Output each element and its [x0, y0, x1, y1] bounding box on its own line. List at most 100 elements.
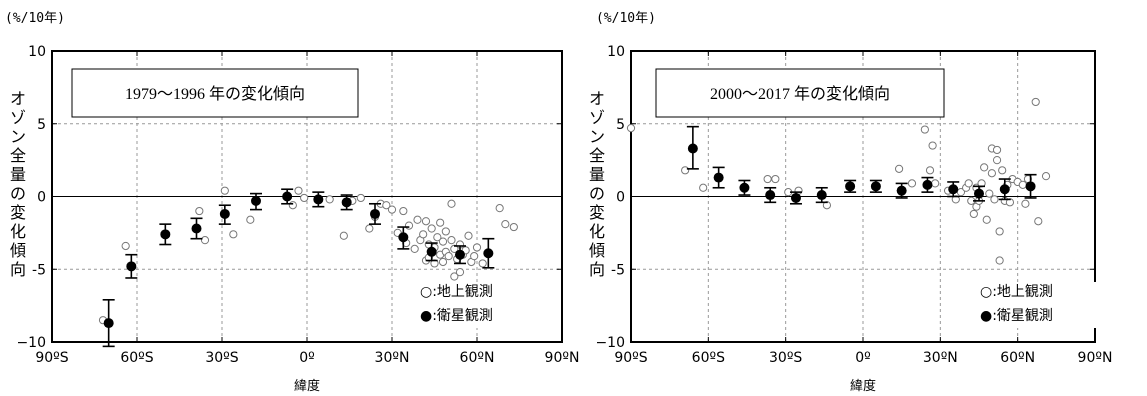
ground-observation-point	[992, 145, 1002, 155]
satellite-observation-point	[999, 184, 1010, 195]
ground-observation-point	[987, 169, 996, 178]
x-axis-label: 緯度	[850, 378, 876, 394]
ground-observation-point	[438, 257, 448, 267]
x-tick-label: 0º	[299, 350, 315, 366]
ground-observation-point	[356, 193, 365, 203]
satellite-observation-point	[341, 197, 352, 208]
ground-observation-point	[339, 231, 348, 240]
ground-observation-point	[920, 125, 929, 134]
ground-observation-point	[509, 222, 518, 232]
satellite-observation-point	[1025, 181, 1036, 192]
satellite-observation-point	[370, 208, 380, 219]
x-tick-label: 30ºN	[375, 350, 410, 366]
legend-ground: ○:地上観測	[980, 283, 1053, 300]
ground-observation-point	[495, 204, 504, 213]
chart-title: 1979～1996 年の変化傾向	[125, 85, 305, 103]
satellite-observation-point	[398, 232, 409, 243]
ground-observation-point	[444, 252, 453, 261]
satellite-observation-point	[713, 172, 724, 183]
legend-background	[974, 282, 1112, 328]
ground-observation-point	[907, 179, 917, 188]
ground-observation-point	[470, 252, 479, 261]
chart-title-box	[655, 68, 945, 118]
ground-observation-point	[928, 141, 937, 150]
ground-observation-point	[925, 166, 935, 175]
ground-observation-point	[931, 179, 940, 188]
y-axis-label: オゾン全量の変化傾向	[10, 89, 26, 279]
ground-observation-point	[681, 166, 690, 175]
ground-observation-point	[229, 230, 238, 239]
y-unit-label: (%/10年)	[5, 11, 65, 26]
satellite-observation-point	[160, 229, 171, 240]
satellite-observation-point	[765, 190, 776, 201]
y-tick-label: -5	[32, 262, 46, 278]
ground-observation-point	[447, 236, 456, 245]
x-tick-label: 60ºS	[692, 350, 725, 366]
x-tick-label: 30ºS	[769, 350, 802, 366]
satellite-observation-point	[687, 143, 698, 154]
satellite-observation-point	[426, 246, 437, 257]
y-axis-label: オゾン全量の変化傾向	[589, 89, 605, 279]
satellite-observation-point	[739, 182, 750, 193]
ground-observation-point	[200, 236, 210, 245]
ground-observation-point	[995, 227, 1004, 236]
ground-observation-point	[763, 174, 772, 184]
y-tick-label: 0	[37, 190, 46, 206]
y-tick-label: 10	[28, 44, 46, 60]
satellite-observation-point	[790, 192, 801, 203]
satellite-observation-point	[948, 184, 959, 195]
satellite-observation-point	[896, 185, 907, 196]
x-tick-label: 30ºS	[205, 350, 238, 366]
ground-observation-point	[956, 188, 966, 197]
ground-observation-point	[964, 179, 973, 188]
ground-observation-point	[220, 186, 229, 195]
ground-observation-point	[455, 268, 465, 277]
satellite-observation-point	[251, 195, 261, 206]
legend-satellite: ●:衛星観測	[980, 307, 1053, 324]
ground-observation-point	[387, 205, 397, 214]
ground-observation-point	[325, 195, 334, 204]
x-tick-label: 90ºS	[614, 350, 647, 366]
satellite-observation-point	[974, 188, 984, 199]
x-tick-label: 90ºS	[35, 350, 68, 366]
ground-observation-point	[410, 244, 419, 253]
ground-observation-point	[980, 163, 989, 172]
satellite-observation-point	[816, 190, 827, 201]
satellite-observation-point	[870, 181, 881, 192]
ground-observation-point	[1018, 180, 1027, 189]
satellite-observation-point	[483, 248, 494, 259]
x-tick-label: 60ºN	[1000, 350, 1035, 366]
ground-observation-point	[982, 215, 991, 224]
ground-observation-point	[985, 189, 994, 198]
ground-observation-point	[413, 215, 422, 224]
x-tick-label: 0º	[855, 350, 871, 366]
satellite-observation-point	[126, 261, 137, 272]
y-tick-label: 5	[37, 117, 46, 133]
ground-observation-point	[478, 259, 487, 268]
satellite-observation-point	[219, 208, 230, 219]
ground-observation-point	[438, 237, 448, 246]
x-tick-label: 90ºN	[1078, 350, 1113, 366]
x-tick-label: 60ºS	[120, 350, 153, 366]
ground-observation-point	[464, 231, 473, 240]
ground-observation-point	[399, 206, 408, 216]
ground-observation-point	[421, 217, 431, 226]
chart-panel-2: 90ºS 60ºS 30ºS 0º 30ºN 60ºN 90ºN 10 5 0 -5 −10 (%/10…	[589, 11, 1112, 394]
satellite-observation-point	[103, 318, 114, 329]
ground-observation-point	[995, 256, 1004, 265]
ground-observation-point	[990, 195, 999, 204]
ground-observation-point	[501, 220, 510, 229]
legend-ground: ○:地上観測	[420, 283, 493, 300]
ground-observation-point	[419, 230, 428, 239]
ground-observation-point	[969, 209, 978, 219]
ground-observation-point	[1031, 97, 1040, 107]
y-tick-label: 5	[616, 117, 625, 133]
ground-observation-point	[1021, 199, 1030, 208]
ground-observation-point	[436, 218, 445, 227]
x-tick-label: 60ºN	[460, 350, 495, 366]
ground-observation-point	[441, 227, 450, 236]
ground-observation-point	[1041, 172, 1051, 181]
ground-observation-point	[294, 186, 303, 195]
chart-panel-1: 90ºS 60ºS 30ºS 0º 30ºN 60ºN 90ºN 10 5 0 -5 −10 (%/10…	[5, 11, 579, 394]
